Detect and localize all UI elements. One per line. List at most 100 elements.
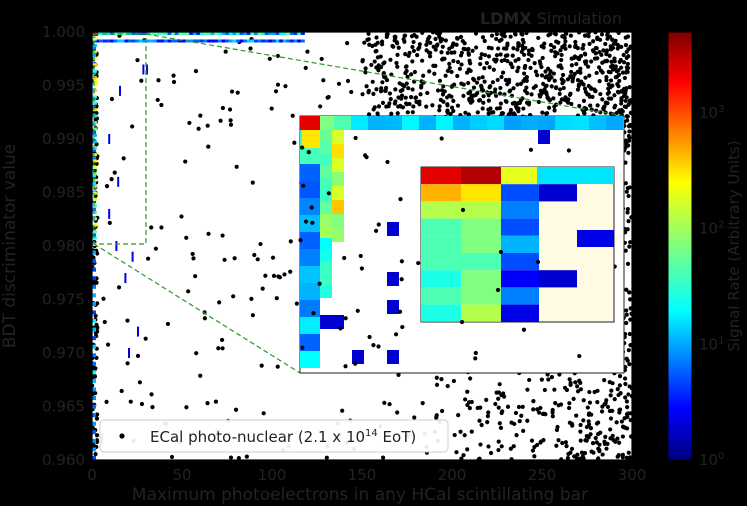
scatter-point: [629, 45, 632, 51]
heatmap-cell: [332, 158, 344, 172]
scatter-point: [92, 374, 98, 379]
heatmap-cell: [577, 230, 614, 247]
scatter-point: [520, 37, 525, 42]
scatter-point: [610, 63, 615, 68]
scatter-point: [552, 387, 557, 392]
scatter-point: [317, 281, 322, 286]
heatmap-cell: [254, 39, 258, 43]
scatter-point: [556, 64, 561, 69]
heatmap-cell: [207, 32, 212, 35]
scatter-point: [526, 48, 532, 53]
scatter-point: [587, 400, 593, 405]
scatter-point: [515, 82, 520, 87]
scatter-point: [569, 69, 574, 75]
scatter-point: [595, 388, 600, 393]
scatter-point: [94, 322, 99, 327]
scatter-point: [544, 83, 549, 88]
scatter-point: [614, 110, 620, 115]
heatmap-cell: [461, 235, 501, 253]
scatter-point: [517, 418, 522, 424]
scatter-point: [491, 110, 496, 115]
heatmap-cell: [128, 348, 130, 358]
scatter-point: [531, 407, 536, 412]
scatter-point: [616, 68, 621, 73]
scatter-point: [468, 376, 473, 381]
scatter-point: [488, 84, 493, 89]
heatmap-cell: [92, 204, 97, 208]
scatter-point: [599, 409, 605, 414]
scatter-point: [326, 94, 331, 100]
heatmap-cell: [279, 39, 284, 43]
y-tick-label: 0.990: [42, 130, 85, 148]
heatmap-cell: [171, 32, 176, 35]
scatter-point: [411, 39, 416, 45]
scatter-point: [379, 86, 384, 91]
scatter-point: [607, 53, 612, 58]
heatmap-cell: [470, 116, 487, 130]
scatter-point: [513, 58, 518, 63]
scatter-point: [433, 36, 438, 42]
heatmap-cell: [501, 304, 539, 322]
scatter-point: [602, 59, 607, 64]
heatmap-cell: [92, 37, 97, 41]
colorbar-tick-label: 100: [699, 451, 724, 469]
scatter-point: [393, 332, 399, 337]
scatter-point: [378, 89, 384, 94]
scatter-point: [515, 69, 520, 74]
scatter-point: [559, 57, 564, 63]
scatter-point: [553, 54, 558, 59]
scatter-point: [575, 389, 581, 394]
scatter-point: [620, 70, 626, 75]
heatmap-cell: [589, 116, 606, 130]
scatter-point: [508, 88, 513, 93]
scatter-point: [273, 89, 279, 94]
heatmap-cell: [92, 267, 96, 272]
scatter-point: [362, 40, 367, 45]
scatter-point: [627, 185, 632, 190]
scatter-point: [573, 43, 578, 48]
scatter-point: [484, 397, 489, 402]
scatter-point: [482, 52, 488, 58]
heatmap-cell: [110, 39, 114, 43]
scatter-point: [562, 385, 568, 390]
scatter-point: [623, 91, 628, 96]
y-axis-label: BDT discriminator value: [0, 144, 20, 348]
scatter-point: [143, 336, 148, 341]
scatter-point: [600, 452, 605, 457]
heatmap-cell: [300, 147, 320, 164]
scatter-point: [567, 401, 572, 406]
scatter-point: [491, 67, 496, 72]
heatmap-cell: [92, 353, 96, 358]
scatter-point: [623, 181, 628, 186]
scatter-point: [263, 273, 268, 278]
scatter-point: [476, 76, 481, 81]
heatmap-cell: [214, 32, 219, 35]
scatter-point: [400, 105, 406, 110]
scatter-point: [455, 36, 460, 41]
scatter-point: [565, 456, 571, 460]
heatmap-cell: [146, 64, 148, 75]
scatter-point: [466, 112, 471, 117]
scatter-point: [543, 75, 548, 80]
scatter-point: [572, 71, 577, 77]
scatter-point: [593, 51, 598, 56]
scatter-point: [603, 434, 608, 439]
scatter-point: [353, 361, 358, 366]
scatter-point: [475, 110, 480, 115]
heatmap-cell: [117, 176, 120, 187]
scatter-point: [393, 87, 398, 92]
scatter-point: [449, 94, 454, 99]
scatter-point: [626, 219, 631, 224]
heatmap-cell: [290, 39, 294, 43]
scatter-point: [596, 446, 601, 451]
scatter-point: [145, 256, 151, 261]
scatter-point: [551, 71, 556, 76]
scatter-point: [380, 100, 386, 105]
scatter-point: [596, 456, 601, 460]
scatter-point: [430, 32, 436, 35]
scatter-point: [410, 110, 415, 115]
scatter-point: [625, 227, 630, 232]
scatter-point: [466, 80, 471, 86]
scatter-point: [625, 405, 630, 410]
heatmap-cell: [487, 116, 504, 130]
